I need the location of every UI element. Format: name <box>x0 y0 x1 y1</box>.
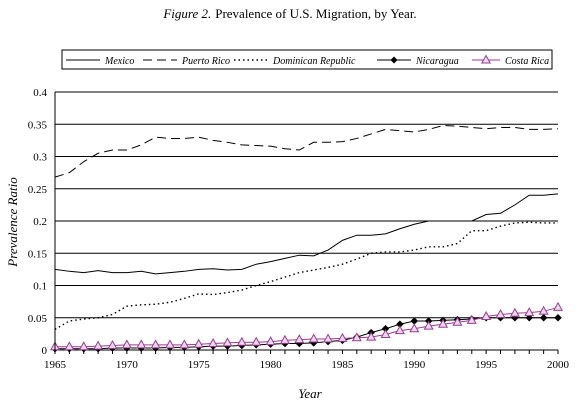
legend: Mexico Puerto Rico Dominican Republic Nicar… <box>61 49 553 70</box>
y-tick-label: 0.2 <box>33 216 47 228</box>
y-tick-label: 0.3 <box>33 152 47 164</box>
data-point-triangle <box>538 305 549 315</box>
legend-costa-rica: Costa Rica <box>472 54 549 67</box>
data-point-triangle <box>394 325 405 335</box>
x-tick-label: 2000 <box>547 359 570 371</box>
series-puerto-rico <box>54 125 559 178</box>
data-point-triangle <box>308 333 319 343</box>
plot-area <box>49 125 564 353</box>
data-point-triangle <box>323 333 334 343</box>
axes: 0 0.05 0.1 0.15 0.2 0.25 0.3 0.35 0.4 1965 1970 197… <box>28 87 570 371</box>
legend-mexico: Mexico <box>66 56 134 67</box>
series-dominican-republic <box>54 221 558 330</box>
legend-puerto-rico-label: Puerto Rico <box>181 56 230 67</box>
data-point-triangle <box>136 339 147 349</box>
x-axis-label: Year <box>298 386 322 401</box>
y-tick-label: 0.05 <box>28 313 48 325</box>
data-point-triangle <box>251 336 262 346</box>
x-tick-label: 1970 <box>116 359 139 371</box>
y-tick-label: 0.1 <box>33 281 47 293</box>
data-point-triangle <box>524 307 535 317</box>
data-point-triangle <box>552 301 564 311</box>
data-point-triangle <box>208 338 219 348</box>
data-point-triangle <box>279 334 290 344</box>
y-tick-label: 0.15 <box>28 248 48 260</box>
legend-mexico-label: Mexico <box>104 56 134 67</box>
data-point-diamond <box>539 313 548 322</box>
x-tick-label: 1975 <box>188 359 211 371</box>
data-point-triangle <box>452 316 463 326</box>
data-point-triangle <box>366 331 377 341</box>
series-nicaragua-line <box>55 317 558 350</box>
series-mexico <box>54 193 559 275</box>
legend-marker-diamond <box>390 56 398 64</box>
data-point-triangle <box>351 332 362 342</box>
data-point-triangle <box>294 334 305 344</box>
data-point-triangle <box>107 339 118 349</box>
data-point-triangle <box>193 338 204 348</box>
x-tick-label: 1980 <box>260 359 283 371</box>
data-point-triangle <box>509 307 520 317</box>
data-point-triangle <box>121 339 132 349</box>
data-point-triangle <box>164 339 176 349</box>
data-point-triangle <box>150 339 161 349</box>
series-mexico-line <box>54 193 559 275</box>
x-tick-label: 1995 <box>475 359 498 371</box>
data-point-triangle <box>222 337 233 347</box>
chart-title: Figure 2. Prevalence of U.S. Migration, b… <box>162 6 416 21</box>
series-dominican-republic-line <box>54 221 558 330</box>
x-tick-label: 1990 <box>403 359 426 371</box>
y-tick-label: 0 <box>42 345 48 357</box>
legend-nicaragua: Nicaragua <box>377 56 459 67</box>
data-point-triangle <box>437 318 449 328</box>
data-point-triangle <box>179 339 190 349</box>
figure-title: Prevalence of U.S. Migration, by Year. <box>215 6 416 21</box>
data-point-triangle <box>93 340 104 350</box>
legend-dominican-republic-label: Dominican Republic <box>272 56 356 67</box>
data-point-triangle <box>337 332 348 342</box>
data-point-triangle <box>265 336 276 346</box>
legend-puerto-rico: Puerto Rico <box>143 56 230 67</box>
data-point-triangle <box>495 309 506 319</box>
data-point-triangle <box>64 341 75 351</box>
data-point-triangle <box>236 336 247 346</box>
y-axis-label: Prevalence Ratio <box>5 177 20 268</box>
legend-costa-rica-label: Costa Rica <box>505 56 549 67</box>
data-point-triangle <box>380 328 391 339</box>
data-point-triangle <box>423 320 434 330</box>
x-tick-label: 1965 <box>44 359 67 371</box>
y-tick-label: 0.25 <box>28 184 48 196</box>
legend-marker-triangle <box>480 54 492 64</box>
x-tick-label: 1985 <box>331 359 354 371</box>
grid <box>55 91 558 351</box>
series-puerto-rico-line <box>54 125 559 178</box>
y-tick-label: 0.35 <box>28 119 48 131</box>
data-point-triangle <box>78 341 89 351</box>
data-point-diamond <box>554 313 562 322</box>
y-tick-label: 0.4 <box>33 87 47 99</box>
legend-dominican-republic: Dominican Republic <box>234 56 356 67</box>
legend-box <box>61 49 553 70</box>
series-costa-rica-line <box>55 306 559 348</box>
series-costa-rica <box>49 301 564 351</box>
data-point-triangle <box>409 323 420 333</box>
figure-label: Figure 2. <box>162 6 211 21</box>
legend-nicaragua-label: Nicaragua <box>415 56 459 67</box>
data-point-triangle <box>481 310 492 320</box>
data-point-triangle <box>466 314 477 324</box>
